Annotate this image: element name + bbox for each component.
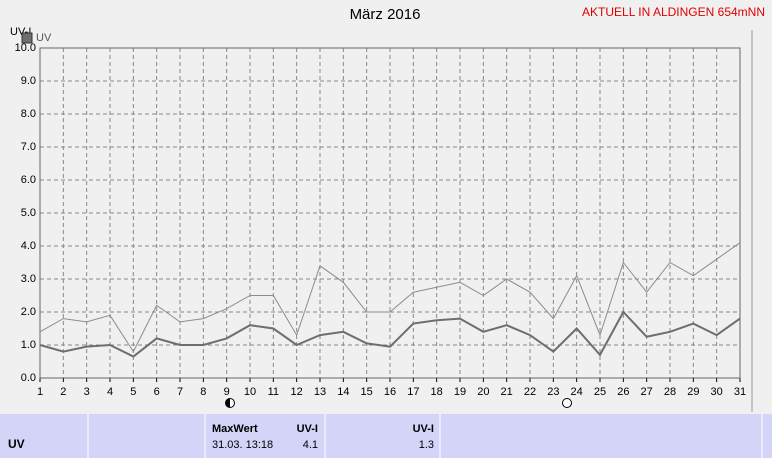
table-cell: 31.03. 13:18 (212, 439, 273, 451)
table-cell: 1.3 (419, 439, 434, 451)
x-tick-label: 20 (477, 386, 489, 398)
y-tick-label: 2.0 (21, 306, 36, 318)
x-tick-label: 18 (431, 386, 443, 398)
y-tick-label: 6.0 (21, 174, 36, 186)
x-tick-label: 5 (130, 386, 136, 398)
y-tick-label: 1.0 (21, 339, 36, 351)
y-tick-label: 9.0 (21, 75, 36, 87)
y-tick-label: 5.0 (21, 207, 36, 219)
moon-icon-half (225, 398, 230, 408)
x-tick-label: 26 (617, 386, 629, 398)
x-tick-label: 22 (524, 386, 536, 398)
x-tick-label: 25 (594, 386, 606, 398)
x-tick-label: 17 (407, 386, 419, 398)
y-tick-label: 8.0 (21, 108, 36, 120)
y-tick-label: 4.0 (21, 240, 36, 252)
x-tick-label: 2 (60, 386, 66, 398)
line-series (39, 242, 741, 353)
subtitle: AKTUELL IN ALDINGEN 654mNN (582, 5, 765, 19)
x-tick-label: 13 (314, 386, 326, 398)
x-tick-label: 27 (641, 386, 653, 398)
y-tick-label: 7.0 (21, 141, 36, 153)
x-tick-label: 23 (547, 386, 559, 398)
table-lines (87, 414, 763, 458)
x-tick-label: 10 (244, 386, 256, 398)
x-tick-label: 7 (177, 386, 183, 398)
x-tick-label: 24 (571, 386, 583, 398)
x-tick-label: 30 (711, 386, 723, 398)
x-tick-label: 1 (37, 386, 43, 398)
y-tick-label: 0.0 (21, 372, 36, 384)
x-tick-label: 6 (154, 386, 160, 398)
x-tick-label: 31 (734, 386, 746, 398)
x-tick-label: 8 (200, 386, 206, 398)
table-cell: UV-I (413, 423, 434, 435)
x-tick-label: 29 (687, 386, 699, 398)
table-cell: 4.1 (303, 439, 318, 451)
table-cell: UV-I (297, 423, 318, 435)
x-tick-label: 3 (84, 386, 90, 398)
x-tick-label: 28 (664, 386, 676, 398)
y-tick-label: 10.0 (15, 42, 36, 54)
x-tick-label: 4 (107, 386, 113, 398)
table-background (0, 414, 772, 458)
y-tick-label: 3.0 (21, 273, 36, 285)
x-tick-label: 21 (501, 386, 513, 398)
x-tick-label: 11 (268, 386, 279, 398)
chart-title: März 2016 (350, 6, 421, 23)
line-series (39, 310, 741, 358)
table-cell: MaxWert (212, 423, 258, 435)
x-tick-label: 16 (384, 386, 396, 398)
x-tick-label: 9 (224, 386, 230, 398)
x-tick-label: 14 (337, 386, 349, 398)
table-cell: UV (8, 437, 25, 451)
legend-label: UV (36, 32, 52, 44)
x-tick-label: 12 (291, 386, 303, 398)
legend-swatch (21, 32, 33, 44)
x-tick-label: 19 (454, 386, 466, 398)
moon-icon (562, 398, 572, 408)
plot-border (39, 47, 741, 379)
x-tick-label: 15 (361, 386, 373, 398)
